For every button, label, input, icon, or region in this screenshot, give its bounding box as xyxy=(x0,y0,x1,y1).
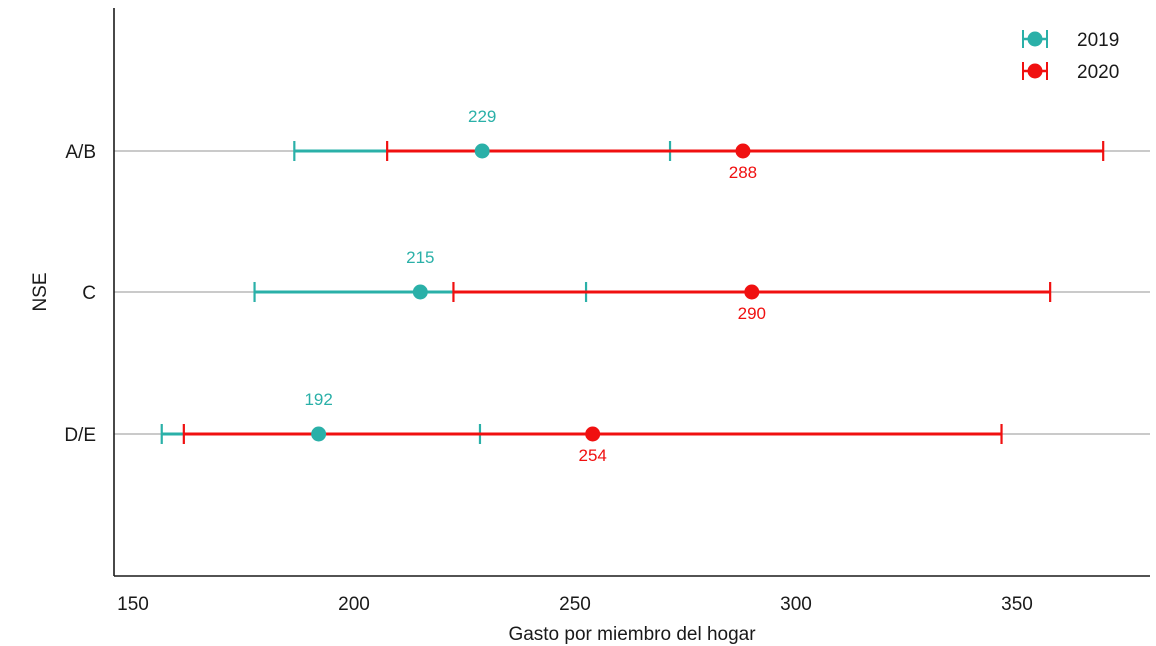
data-label: 192 xyxy=(304,390,332,409)
y-tick-label: C xyxy=(82,283,96,304)
data-label: 290 xyxy=(738,304,766,323)
x-tick-label: 300 xyxy=(780,594,812,615)
data-point xyxy=(744,284,760,300)
points-2019: 229 215 192 xyxy=(304,107,496,442)
data-label: 215 xyxy=(406,248,434,267)
data-point xyxy=(735,143,751,159)
x-tick-label: 350 xyxy=(1001,594,1033,615)
legend-marker xyxy=(1027,31,1043,47)
x-axis-title: Gasto por miembro del hogar xyxy=(508,624,756,645)
data-label: 254 xyxy=(578,446,606,465)
legend-item-2019: 2019 xyxy=(1022,30,1119,51)
y-axis-title: NSE xyxy=(30,272,51,311)
legend-label: 2019 xyxy=(1077,30,1119,51)
x-tick-label: 200 xyxy=(338,594,370,615)
data-label: 229 xyxy=(468,107,496,126)
legend-marker xyxy=(1027,63,1043,79)
x-tick-label: 250 xyxy=(559,594,591,615)
data-point xyxy=(474,143,490,159)
data-point xyxy=(412,284,428,300)
x-tick-label: 150 xyxy=(117,594,149,615)
y-tick-label: D/E xyxy=(64,425,96,446)
legend-item-2020: 2020 xyxy=(1022,62,1119,83)
axes: 150 200 250 300 350 A/B C D/E Gasto por miembro … xyxy=(30,8,1150,645)
data-point xyxy=(311,426,327,442)
data-point xyxy=(585,426,601,442)
y-tick-label: A/B xyxy=(65,142,96,163)
legend: 2019 2020 xyxy=(1022,30,1119,83)
points-2020: 288 290 254 xyxy=(578,143,766,465)
legend-label: 2020 xyxy=(1077,62,1119,83)
data-label: 288 xyxy=(729,163,757,182)
series: 229 215 192 288 290 254 xyxy=(160,107,1105,465)
